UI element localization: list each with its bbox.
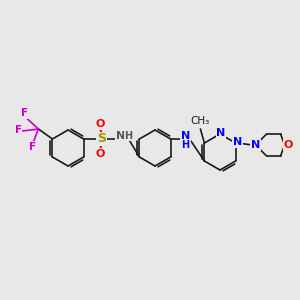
Text: H: H (124, 131, 133, 141)
Text: CH₃: CH₃ (191, 116, 210, 126)
Text: N: N (116, 131, 125, 141)
Text: H: H (182, 140, 190, 150)
Text: N: N (181, 131, 190, 141)
Text: O: O (96, 119, 105, 129)
Text: F: F (29, 142, 36, 152)
Text: N: N (233, 137, 242, 147)
Text: N: N (216, 128, 226, 138)
Text: F: F (21, 108, 28, 118)
Text: N: N (251, 140, 260, 150)
Text: O: O (284, 140, 293, 150)
Text: O: O (96, 149, 105, 159)
Text: S: S (97, 133, 106, 146)
Text: F: F (15, 125, 22, 135)
